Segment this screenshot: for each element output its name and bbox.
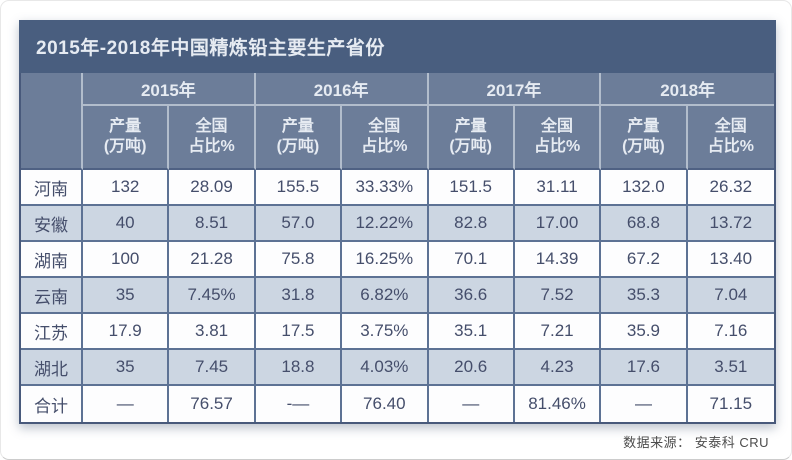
value-cell: 40 (83, 206, 170, 242)
value-cell: 68.8 (601, 206, 688, 242)
corner-cell (21, 73, 83, 170)
value-cell: 21.28 (169, 242, 256, 278)
value-cell: 18.8 (255, 350, 343, 386)
value-cell: 82.8 (428, 206, 515, 242)
value-cell: 75.8 (255, 242, 343, 278)
value-cell: -— (255, 386, 343, 422)
table-row: 湖北 35 7.45 18.8 4.03% 20.6 4.23 17.6 3.51 (21, 350, 774, 386)
subheader-share: 全国 占比% (342, 106, 429, 170)
subheader-production: 产量 (万吨) (428, 106, 515, 170)
value-cell: 8.51 (169, 206, 256, 242)
table-body: 河南 132 28.09 155.5 33.33% 151.5 31.11 132.0 26.3… (21, 170, 774, 422)
year-cell-2017: 2017年 (428, 73, 602, 106)
value-cell: 155.5 (255, 170, 343, 206)
value-cell: 26.32 (687, 170, 774, 206)
value-cell: 7.21 (514, 314, 602, 350)
subheader-production: 产量 (万吨) (83, 106, 170, 170)
value-cell: — (83, 386, 170, 422)
value-cell: 151.5 (428, 170, 515, 206)
value-cell: 100 (83, 242, 170, 278)
value-cell: — (428, 386, 515, 422)
subheader-production: 产量 (万吨) (255, 106, 343, 170)
table-card: 2015年-2018年中国精炼铅主要生产省份 2015年 2016年 2017年… (19, 20, 776, 424)
table-row: 云南 35 7.45% 31.8 6.82% 36.6 7.52 35.3 7.04 (21, 278, 774, 314)
value-cell: 57.0 (255, 206, 343, 242)
subheader-share: 全国 占比% (687, 106, 774, 170)
value-cell: 31.8 (255, 278, 343, 314)
value-cell: 14.39 (514, 242, 602, 278)
value-cell: 4.23 (514, 350, 602, 386)
value-cell: 3.51 (687, 350, 774, 386)
value-cell: 76.40 (342, 386, 429, 422)
value-cell: 7.04 (687, 278, 774, 314)
table-head: 2015年 2016年 2017年 2018年 产量 (万吨) 全国 占比% 产… (21, 73, 774, 170)
value-cell: 35 (83, 278, 170, 314)
year-cell-2018: 2018年 (601, 73, 774, 106)
value-cell: 35.9 (601, 314, 688, 350)
value-cell: 13.40 (687, 242, 774, 278)
value-cell: 17.5 (255, 314, 343, 350)
value-cell: 36.6 (428, 278, 515, 314)
value-cell: 76.57 (169, 386, 256, 422)
province-cell: 湖北 (21, 350, 83, 386)
table-row: 湖南 100 21.28 75.8 16.25% 70.1 14.39 67.2 13.40 (21, 242, 774, 278)
year-cell-2015: 2015年 (83, 73, 256, 106)
value-cell: 3.75% (342, 314, 429, 350)
subheader-row: 产量 (万吨) 全国 占比% 产量 (万吨) 全国 占比% 产量 (万吨) 全国… (21, 106, 774, 170)
subheader-production: 产量 (万吨) (601, 106, 688, 170)
value-cell: 28.09 (169, 170, 256, 206)
value-cell: 17.9 (83, 314, 170, 350)
value-cell: 17.6 (601, 350, 688, 386)
source-note: 数据来源： 安泰科 CRU (623, 435, 769, 450)
province-cell: 湖南 (21, 242, 83, 278)
value-cell: 3.81 (169, 314, 256, 350)
value-cell: 35 (83, 350, 170, 386)
subheader-share: 全国 占比% (169, 106, 256, 170)
value-cell: 7.45 (169, 350, 256, 386)
year-cell-2016: 2016年 (255, 73, 429, 106)
value-cell: 20.6 (428, 350, 515, 386)
data-table: 2015年 2016年 2017年 2018年 产量 (万吨) 全国 占比% 产… (19, 73, 776, 424)
value-cell: 132.0 (601, 170, 688, 206)
province-cell: 安徽 (21, 206, 83, 242)
province-cell: 云南 (21, 278, 83, 314)
value-cell: 4.03% (342, 350, 429, 386)
table-row: 安徽 40 8.51 57.0 12.22% 82.8 17.00 68.8 13.72 (21, 206, 774, 242)
year-header-row: 2015年 2016年 2017年 2018年 (21, 73, 774, 170)
value-cell: 13.72 (687, 206, 774, 242)
value-cell: 31.11 (514, 170, 602, 206)
value-cell: 35.3 (601, 278, 688, 314)
value-cell: 7.52 (514, 278, 602, 314)
value-cell: 12.22% (342, 206, 429, 242)
value-cell: — (601, 386, 688, 422)
province-cell: 河南 (21, 170, 83, 206)
value-cell: 6.82% (342, 278, 429, 314)
value-cell: 7.45% (169, 278, 256, 314)
title-bar: 2015年-2018年中国精炼铅主要生产省份 (19, 20, 776, 73)
value-cell: 33.33% (342, 170, 429, 206)
value-cell: 71.15 (687, 386, 774, 422)
page-title: 2015年-2018年中国精炼铅主要生产省份 (36, 38, 385, 59)
table-row: 河南 132 28.09 155.5 33.33% 151.5 31.11 132.0 26.3… (21, 170, 774, 206)
value-cell: 16.25% (342, 242, 429, 278)
table-row: 江苏 17.9 3.81 17.5 3.75% 35.1 7.21 35.9 7.16 (21, 314, 774, 350)
value-cell: 17.00 (514, 206, 602, 242)
province-cell: 江苏 (21, 314, 83, 350)
province-cell: 合计 (21, 386, 83, 422)
value-cell: 132 (83, 170, 170, 206)
value-cell: 81.46% (514, 386, 602, 422)
value-cell: 70.1 (428, 242, 515, 278)
value-cell: 67.2 (601, 242, 688, 278)
subheader-share: 全国 占比% (514, 106, 602, 170)
value-cell: 35.1 (428, 314, 515, 350)
value-cell: 7.16 (687, 314, 774, 350)
table-row: 合计 —76.57 -— 76.40—81.46% —71.15 (21, 386, 774, 422)
